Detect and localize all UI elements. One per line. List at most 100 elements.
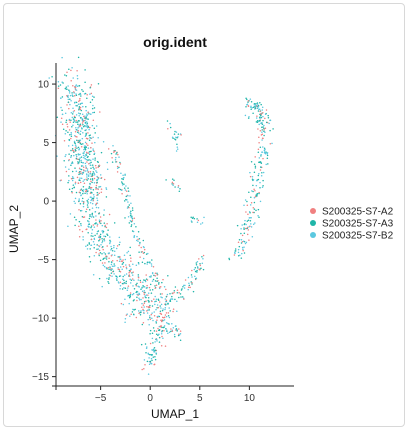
data-point: [172, 184, 174, 187]
data-point: [86, 248, 89, 250]
data-point: [88, 139, 91, 141]
data-point: [91, 98, 94, 101]
data-point: [180, 134, 182, 136]
data-point: [155, 320, 157, 323]
data-point: [103, 178, 106, 181]
data-point: [125, 273, 128, 275]
data-point: [81, 122, 84, 124]
data-point: [85, 151, 88, 154]
data-point: [167, 332, 169, 335]
data-point: [115, 278, 118, 280]
data-point: [180, 296, 182, 298]
data-point: [80, 168, 83, 171]
data-point: [254, 167, 257, 169]
data-point: [96, 160, 99, 163]
data-point: [125, 280, 128, 283]
data-point: [60, 121, 62, 123]
data-point: [196, 269, 198, 272]
data-point: [85, 189, 88, 192]
data-point: [171, 136, 174, 139]
data-point: [239, 254, 241, 257]
data-point: [74, 87, 77, 90]
data-point: [247, 219, 250, 222]
data-point: [182, 285, 184, 288]
data-point: [84, 170, 87, 172]
data-point: [83, 156, 85, 159]
data-point: [79, 123, 82, 125]
data-point: [127, 195, 129, 197]
data-point: [143, 367, 145, 370]
data-point: [119, 285, 122, 287]
data-point: [94, 132, 96, 134]
data-point: [248, 225, 251, 228]
data-point: [75, 104, 77, 107]
data-point: [71, 191, 73, 194]
data-point: [171, 295, 173, 298]
data-point: [146, 287, 149, 289]
data-point: [130, 313, 132, 316]
data-point: [97, 188, 99, 191]
data-point: [78, 100, 80, 102]
data-point: [166, 293, 169, 296]
data-point: [61, 113, 64, 115]
data-point: [259, 113, 261, 116]
data-point: [250, 226, 253, 228]
data-point: [177, 133, 180, 135]
data-point: [253, 163, 256, 165]
data-point: [156, 274, 158, 276]
data-point: [149, 261, 151, 263]
data-point: [73, 151, 75, 153]
data-point: [138, 251, 140, 253]
data-point: [193, 217, 196, 220]
data-point: [173, 333, 176, 336]
data-point: [151, 288, 154, 291]
data-point: [183, 284, 185, 287]
data-point: [96, 225, 99, 227]
data-point: [81, 200, 83, 202]
data-point: [82, 238, 84, 241]
data-point: [252, 211, 254, 214]
data-point: [240, 239, 243, 241]
data-point: [142, 284, 144, 287]
data-point: [73, 115, 76, 118]
data-point: [87, 174, 90, 176]
data-point: [92, 240, 95, 243]
data-point: [68, 68, 70, 71]
data-point: [103, 239, 106, 242]
data-point: [121, 178, 123, 180]
data-point: [153, 347, 156, 349]
data-point: [73, 154, 75, 157]
data-point: [118, 275, 121, 277]
data-point: [75, 128, 78, 131]
data-point: [141, 261, 144, 263]
data-point: [155, 308, 157, 311]
data-point: [79, 168, 82, 170]
data-point: [131, 274, 134, 276]
data-point: [261, 126, 263, 128]
data-point: [59, 84, 62, 86]
data-point: [135, 239, 138, 242]
data-point: [66, 88, 68, 91]
data-point: [143, 300, 146, 303]
data-point: [109, 266, 111, 268]
data-point: [109, 242, 111, 245]
data-point: [95, 125, 98, 127]
data-point: [115, 247, 118, 250]
data-point: [131, 207, 134, 209]
data-point: [91, 178, 94, 180]
data-point: [80, 209, 83, 212]
data-point: [137, 285, 139, 288]
data-point: [254, 222, 256, 224]
data-point: [168, 316, 171, 319]
data-point: [143, 290, 146, 292]
data-point: [257, 174, 260, 177]
data-point: [240, 242, 243, 244]
data-point: [124, 189, 127, 191]
data-point: [108, 277, 110, 279]
data-point: [67, 145, 70, 147]
data-point: [121, 192, 123, 195]
data-point: [90, 226, 92, 229]
data-point: [149, 353, 151, 356]
data-point: [258, 216, 260, 218]
data-point: [121, 182, 124, 185]
